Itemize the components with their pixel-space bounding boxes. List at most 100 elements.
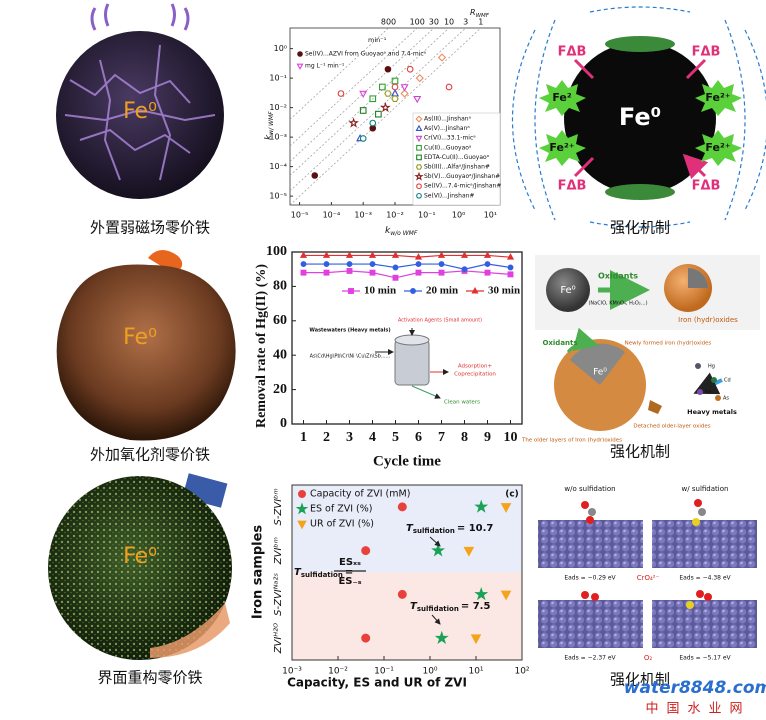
- marker: [323, 269, 330, 276]
- watermark-site: water8848.com: [624, 678, 766, 698]
- marker: [378, 83, 386, 91]
- y-tick-label: S-ZVIᴺᵃ²ˢ: [273, 573, 284, 616]
- energy-label: Eads = −5.17 eV: [679, 655, 731, 662]
- marker: [359, 107, 367, 114]
- legend-label: As(V)...Jinshanᵃ: [424, 125, 470, 132]
- legend-label: Cr(VI)...33.1-micᵃ: [424, 135, 476, 142]
- row-caption: 界面重构零价铁: [97, 669, 202, 687]
- y-tick-label: 10⁻³: [269, 133, 287, 142]
- marker: [434, 630, 449, 645]
- mechanism-caption: 强化机制: [610, 219, 670, 237]
- force-label: FΔB: [692, 45, 721, 60]
- particle-2: Fe⁰: [56, 249, 236, 441]
- legend-label: mg L⁻¹ min⁻¹: [305, 63, 345, 70]
- y-axis-label-base: k: [264, 134, 274, 140]
- marker: [369, 261, 376, 267]
- panel-label: (c): [505, 490, 519, 500]
- annotation-sub: sulfidation: [417, 605, 459, 613]
- older-layers-label: The older layers of Iron (hydr)oxides: [521, 438, 622, 444]
- marker: [397, 502, 407, 512]
- marker: [390, 89, 400, 97]
- legend-marker: [297, 51, 303, 57]
- ion-label: Fe²⁺: [705, 141, 730, 154]
- y-tick-label: 40: [273, 347, 287, 362]
- annotation-symbol: T: [294, 567, 302, 578]
- force-label: FΔB: [692, 179, 721, 194]
- annotation-symbol: T: [406, 523, 414, 534]
- legend-marker: [415, 135, 423, 143]
- marker: [348, 117, 359, 128]
- plot-frame: [291, 251, 523, 425]
- y-axis-label: Removal rate of Hg(II) (%): [254, 264, 269, 428]
- oxide-label: Iron (hydr)oxides: [678, 316, 738, 324]
- inset-label: Activation Agents (Small amount): [398, 318, 482, 324]
- row-caption: 外加氧化剂零价铁: [90, 446, 210, 464]
- metal-label: Cd: [724, 378, 731, 384]
- energy-label: Eads = −0.29 eV: [564, 575, 616, 582]
- annotation: Tsulfidation = 7.5: [410, 601, 490, 613]
- marker: [438, 269, 445, 276]
- plot-frame: [291, 484, 523, 661]
- marker: [445, 83, 453, 91]
- annotation-rest: =: [345, 567, 353, 578]
- ion-label: Fe²⁺: [549, 141, 574, 154]
- legend-marker: [471, 286, 479, 294]
- legend-marker: [296, 63, 304, 70]
- model-header: w/ sulfidation: [682, 485, 729, 493]
- watermark: water8848.com 中国水业网: [624, 678, 766, 717]
- x-tick-label: 10⁻⁵: [291, 211, 309, 220]
- series-line: [303, 270, 511, 279]
- y-tick-label: 10⁻⁴: [269, 162, 287, 171]
- band-bottom: [292, 572, 522, 660]
- top-axis-label-base: R: [470, 8, 476, 17]
- marker: [484, 269, 491, 276]
- marker: [361, 633, 371, 643]
- x-tick-label: 8: [461, 430, 468, 445]
- marker: [391, 251, 400, 258]
- annotation-arrow: [429, 536, 441, 547]
- inset-label: Clean waters: [444, 400, 480, 406]
- marker: [359, 90, 368, 99]
- x-tick-label: 10⁻¹: [418, 211, 436, 220]
- marker: [323, 261, 330, 267]
- legend-marker: [415, 164, 423, 170]
- legend-label: 30 min: [488, 285, 520, 297]
- marker: [474, 587, 489, 601]
- energy-label: Eads = −2.37 eV: [564, 655, 616, 662]
- y-tick-label: 60: [273, 313, 287, 328]
- marker: [414, 253, 423, 260]
- series-line: [303, 263, 511, 270]
- y-tick-label: 80: [273, 279, 287, 294]
- marker: [507, 271, 514, 278]
- marker: [369, 95, 377, 103]
- x-axis-label: Cycle time: [373, 453, 441, 469]
- x-axis-label: Capacity, ES and UR of ZVI: [287, 676, 467, 690]
- marker: [368, 251, 377, 258]
- inset-label: Wastewaters (Heavy metals): [309, 328, 390, 334]
- marker: [384, 90, 392, 97]
- y-tick-label: 0: [280, 416, 287, 431]
- marker: [463, 546, 475, 557]
- marker: [391, 77, 399, 85]
- y-tick-label: 10⁻¹: [269, 74, 287, 83]
- metal-label: Se: [705, 390, 711, 396]
- legend-marker: [415, 124, 423, 131]
- core-label: Fe⁰: [619, 103, 661, 131]
- legend-box: [412, 112, 501, 206]
- legend-marker: [348, 288, 354, 294]
- y-tick-label: ZVIᴴ²ᴼ: [273, 623, 284, 654]
- x-tick-label: 10⁻²: [328, 667, 348, 677]
- marker: [375, 110, 382, 118]
- marker: [461, 266, 468, 273]
- series-line: [303, 254, 511, 258]
- core-label: Fe⁰: [560, 285, 575, 296]
- legend-note: min⁻¹: [368, 36, 387, 44]
- x-tick-label: 9: [484, 430, 491, 445]
- marker: [300, 269, 307, 276]
- marker: [438, 261, 445, 267]
- legend-label: 10 min: [364, 285, 396, 297]
- core-label: Fe⁰: [593, 368, 607, 378]
- marker: [322, 251, 331, 258]
- legend-marker: [416, 154, 422, 161]
